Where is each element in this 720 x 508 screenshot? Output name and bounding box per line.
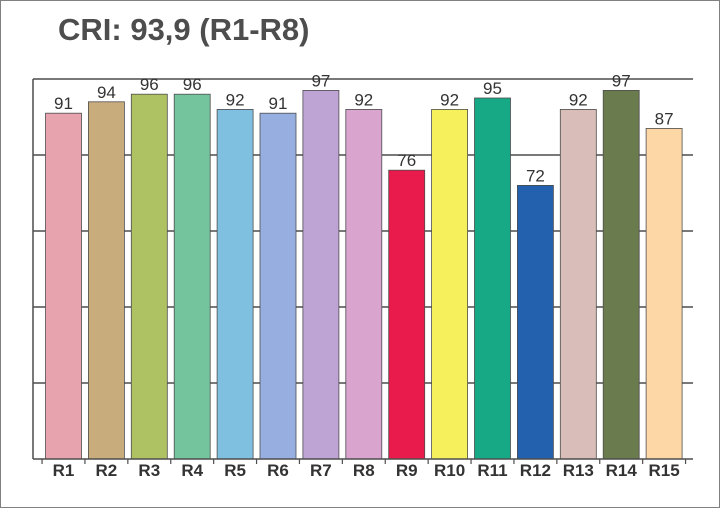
data-label-R13: 92: [569, 90, 588, 109]
bar-R3: [130, 93, 168, 460]
data-label-R1: 91: [54, 94, 73, 113]
bar-R13: [559, 109, 597, 460]
data-label-R14: 97: [612, 71, 631, 90]
tick-label-R8: R8: [353, 461, 375, 480]
tick-label-R4: R4: [181, 461, 203, 480]
tick-label-R6: R6: [267, 461, 289, 480]
bar-R11: [474, 97, 511, 460]
tick-label-R5: R5: [224, 461, 246, 480]
bar-R8: [345, 109, 383, 460]
data-label-R7: 97: [311, 71, 330, 90]
bar-R1: [45, 112, 82, 460]
data-label-R4: 96: [183, 75, 202, 94]
bar-R15: [645, 127, 683, 460]
bar-R4: [173, 93, 211, 460]
tick-label-R15: R15: [649, 461, 680, 480]
tick-label-R9: R9: [396, 461, 418, 480]
data-label-R9: 76: [397, 151, 416, 170]
bar-R7: [302, 90, 340, 460]
tick-label-R14: R14: [606, 461, 638, 480]
tick-label-R2: R2: [96, 461, 118, 480]
bar-R2: [88, 101, 125, 460]
data-label-R6: 91: [269, 94, 288, 113]
tick-label-R7: R7: [310, 461, 332, 480]
tick-label-R1: R1: [53, 461, 75, 480]
tick-label-R11: R11: [477, 461, 507, 480]
chart-title: CRI: 93,9 (R1-R8): [58, 12, 310, 47]
bar-R10: [431, 109, 469, 460]
data-label-R11: 95: [483, 79, 502, 98]
tick-label-R10: R10: [434, 461, 465, 480]
data-label-R15: 87: [655, 109, 674, 128]
data-label-R12: 72: [526, 166, 545, 185]
bar-R5: [216, 109, 254, 460]
bar-R9: [388, 169, 426, 460]
tick-label-R13: R13: [563, 461, 594, 480]
bar-R6: [259, 112, 297, 460]
bar-R12: [517, 184, 554, 460]
data-label-R3: 96: [140, 75, 159, 94]
tick-label-R3: R3: [138, 461, 160, 480]
data-label-R5: 92: [226, 90, 245, 109]
tick-label-R12: R12: [520, 461, 551, 480]
data-label-R8: 92: [354, 90, 373, 109]
data-label-R10: 92: [440, 90, 459, 109]
data-label-R2: 94: [97, 83, 116, 102]
bar-R14: [602, 90, 640, 460]
